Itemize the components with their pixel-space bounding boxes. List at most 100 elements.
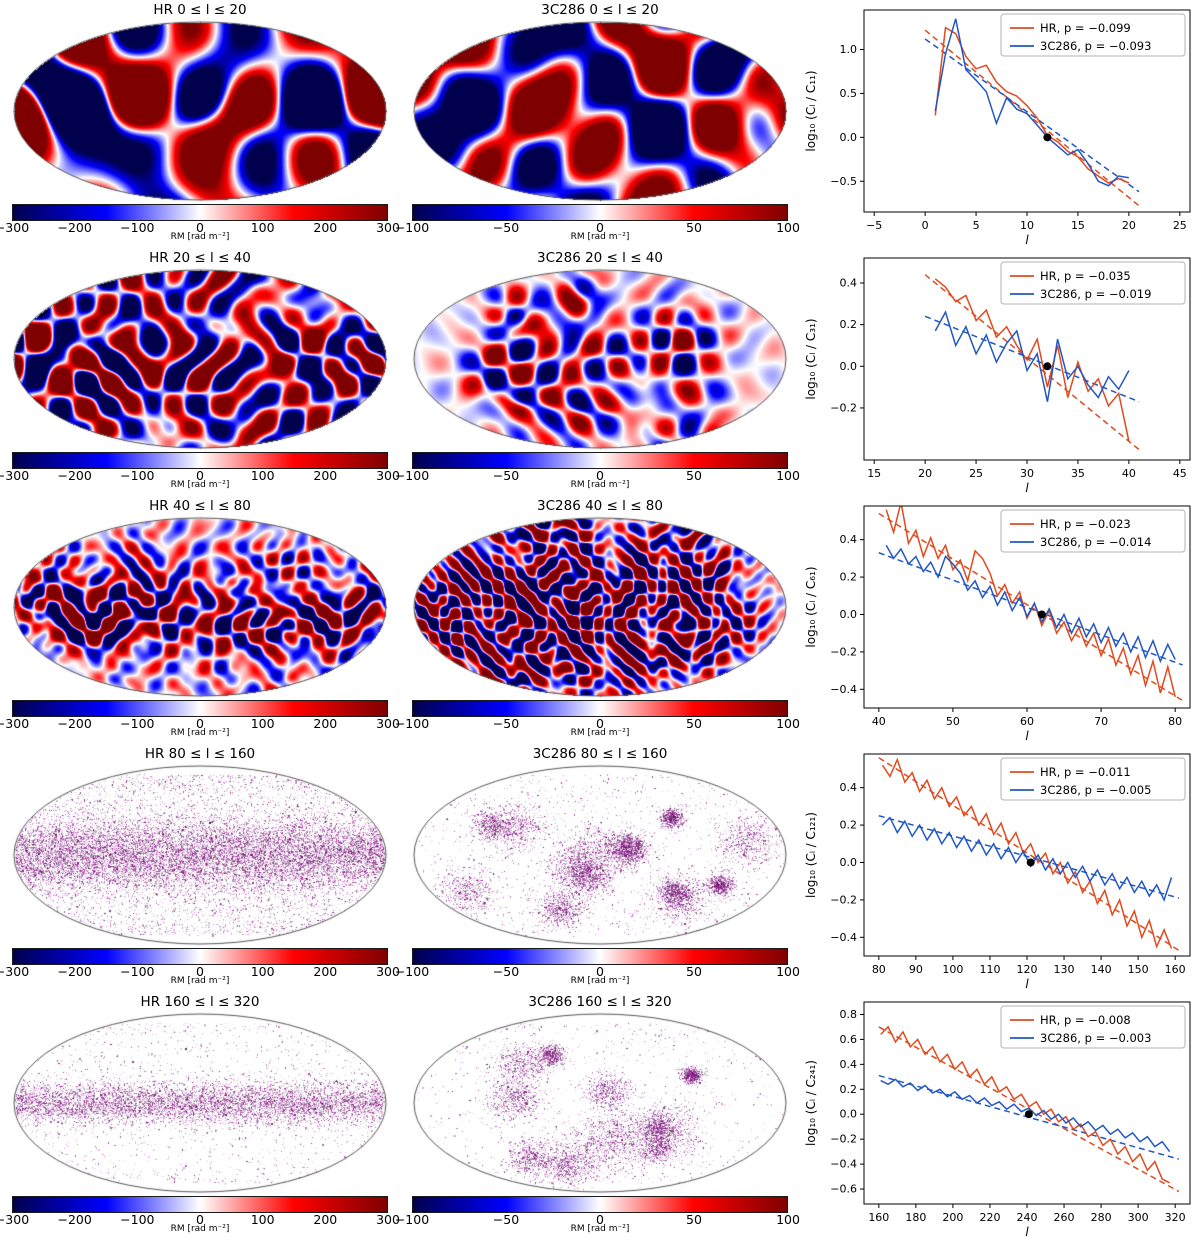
x-tick-label: 35 <box>1071 467 1085 480</box>
y-tick-label: −0.4 <box>830 683 857 696</box>
map-title: 3C286 160 ≤ l ≤ 320 <box>528 994 672 1010</box>
y-tick-label: −0.5 <box>830 175 857 188</box>
x-tick-label: 100 <box>942 963 963 976</box>
x-tick-label: 120 <box>1017 963 1038 976</box>
map-title: 3C286 20 ≤ l ≤ 40 <box>537 250 663 266</box>
legend-box <box>1000 13 1186 57</box>
colorbar: −300 −200 −100 0 100 200 300 RM [rad m⁻²] <box>0 452 400 490</box>
colorbar-tick-label: 50 <box>686 716 702 731</box>
y-tick-label: 0.4 <box>840 276 858 289</box>
colorbar-tick-label: 0 <box>196 468 204 483</box>
x-tick-label: 150 <box>1128 963 1149 976</box>
x-tick-label: 40 <box>1122 467 1136 480</box>
colorbar: −100 −50 0 50 100 RM [rad m⁻²] <box>395 452 800 490</box>
y-tick-label: 0.0 <box>840 608 858 621</box>
colorbar: −300 −200 −100 0 100 200 300 RM [rad m⁻²] <box>0 204 400 242</box>
x-tick-label: 50 <box>946 715 960 728</box>
x-tick-label: 220 <box>979 1211 1000 1224</box>
legend-box <box>1000 509 1186 553</box>
series-line-HR <box>880 1025 1170 1184</box>
colorbar-gradient <box>412 452 788 469</box>
pivot-dot <box>1043 362 1052 371</box>
colorbar-label: RM [rad m⁻²] <box>570 1224 630 1234</box>
colorbar: −100 −50 0 50 100 RM [rad m⁻²] <box>395 948 800 986</box>
colorbar-tick-label: −100 <box>120 964 155 979</box>
colorbar-tick-label: 100 <box>250 716 275 731</box>
plot-area <box>878 506 1183 702</box>
colorbar-tick-label: 0 <box>596 716 604 731</box>
map-panel-hr-0: HR 0 ≤ l ≤ 20 −300 −200 −100 0 100 200 300 RM … <box>0 0 400 248</box>
colorbar-tick-label: 300 <box>376 220 400 235</box>
colorbar: −100 −50 0 50 100 RM [rad m⁻²] <box>395 1196 800 1234</box>
x-tick-label: 45 <box>1173 467 1187 480</box>
map-panel-3c286-3: 3C286 80 ≤ l ≤ 160 −100 −50 0 50 100 RM [rad… <box>395 744 800 992</box>
x-tick-label: 20 <box>918 467 932 480</box>
spectrum-plot-panel-0: −5 0 5 10 15 20 25 −0.5 0.0 0.5 1.0 l log₁₀ (Cₗ / C₁… <box>800 0 1200 248</box>
y-axis-label: log₁₀ (Cₗ / C₂₄₁) <box>804 1060 818 1146</box>
x-tick-label: 30 <box>1020 467 1034 480</box>
colorbar-tick-label: −50 <box>492 716 520 731</box>
legend-box <box>1000 261 1186 305</box>
colorbar-gradient <box>12 452 388 469</box>
colorbar-tick-label: 100 <box>776 716 800 731</box>
x-tick-label: 25 <box>1173 219 1187 232</box>
colorbar: −300 −200 −100 0 100 200 300 RM [rad m⁻²] <box>0 700 400 738</box>
colorbar: −300 −200 −100 0 100 200 300 RM [rad m⁻²] <box>0 948 400 986</box>
colorbar-tick-label: 100 <box>250 468 275 483</box>
y-tick-label: 0.8 <box>840 1008 858 1021</box>
mollweide-map-3c286 <box>412 1012 788 1194</box>
series-line-3C286 <box>881 816 1173 902</box>
legend-label: 3C286, p = −0.005 <box>1040 783 1151 797</box>
colorbar-tick-label: 0 <box>596 964 604 979</box>
spectrum-plot-panel-1: 15 20 25 30 35 40 45 −0.2 0.0 0.2 0.4 l log₁₀ (Cₗ / … <box>800 248 1200 496</box>
y-axis-label: log₁₀ (Cₗ / C₃₁) <box>804 318 818 399</box>
colorbar-ticks: −300 −200 −100 0 100 200 300 <box>0 716 400 731</box>
mollweide-map-3c286 <box>412 764 788 946</box>
x-tick-label: 240 <box>1017 1211 1038 1224</box>
plot-area <box>924 274 1140 451</box>
colorbar-tick-label: 200 <box>313 964 338 979</box>
plot-area <box>924 18 1140 207</box>
colorbar-tick-label: −100 <box>120 1212 155 1227</box>
colorbar-label: RM [rad m⁻²] <box>570 976 630 986</box>
plot-area <box>878 757 1180 952</box>
y-tick-label: −0.6 <box>830 1183 857 1196</box>
map-title: 3C286 0 ≤ l ≤ 20 <box>541 2 659 18</box>
colorbar-tick-label: 300 <box>376 964 400 979</box>
colorbar-label: RM [rad m⁻²] <box>170 976 230 986</box>
series-line-HR <box>934 26 1130 184</box>
x-axis-label: l <box>1025 233 1029 247</box>
map-panel-hr-1: HR 20 ≤ l ≤ 40 −300 −200 −100 0 100 200 300 RM… <box>0 248 400 496</box>
spectrum-plot-panel-3: 80 90 100 110 120 130 140 150 160 −0.4 −0.2 0.0 0.2 0… <box>800 744 1200 992</box>
y-tick-label: 1.0 <box>840 43 858 56</box>
series-line-3C286 <box>934 310 1130 402</box>
map-panel-3c286-2: 3C286 40 ≤ l ≤ 80 −100 −50 0 50 100 RM [rad … <box>395 496 800 744</box>
map-panel-hr-2: HR 40 ≤ l ≤ 80 −300 −200 −100 0 100 200 300 RM… <box>0 496 400 744</box>
y-tick-label: 0.0 <box>840 1108 858 1121</box>
x-tick-label: 200 <box>942 1211 963 1224</box>
pivot-dot <box>1037 610 1046 619</box>
figure-row-4: HR 160 ≤ l ≤ 320 −300 −200 −100 0 100 200 300 … <box>0 992 1200 1240</box>
spectrum-plot: 160 180 200 220 240 260 280 300 320 −0.6 −0.4 −0.2 0… <box>804 1001 1191 1239</box>
colorbar-gradient <box>12 204 388 221</box>
y-tick-label: 0.0 <box>840 360 858 373</box>
map-title: HR 0 ≤ l ≤ 20 <box>153 2 247 18</box>
x-tick-label: 160 <box>868 1211 889 1224</box>
colorbar: −100 −50 0 50 100 RM [rad m⁻²] <box>395 700 800 738</box>
spectrum-plot: 40 50 60 70 80 −0.4 −0.2 0.0 0.2 0.4 l log₁₀ (Cₗ / … <box>804 505 1191 743</box>
y-tick-label: 0.2 <box>840 318 858 331</box>
x-tick-label: 5 <box>973 219 980 232</box>
mollweide-map-hr <box>12 516 388 698</box>
colorbar-tick-label: 0 <box>196 220 204 235</box>
colorbar-tick-label: −300 <box>0 964 30 979</box>
x-tick-label: 280 <box>1091 1211 1112 1224</box>
colorbar-tick-label: 50 <box>686 468 702 483</box>
x-tick-label: 20 <box>1122 219 1136 232</box>
y-tick-label: −0.2 <box>830 1133 857 1146</box>
colorbar-tick-label: 200 <box>313 220 338 235</box>
y-tick-label: 0.6 <box>840 1033 858 1046</box>
colorbar-tick-label: 100 <box>250 1212 275 1227</box>
mollweide-map-hr <box>12 1012 388 1194</box>
colorbar-tick-label: −100 <box>394 220 430 235</box>
